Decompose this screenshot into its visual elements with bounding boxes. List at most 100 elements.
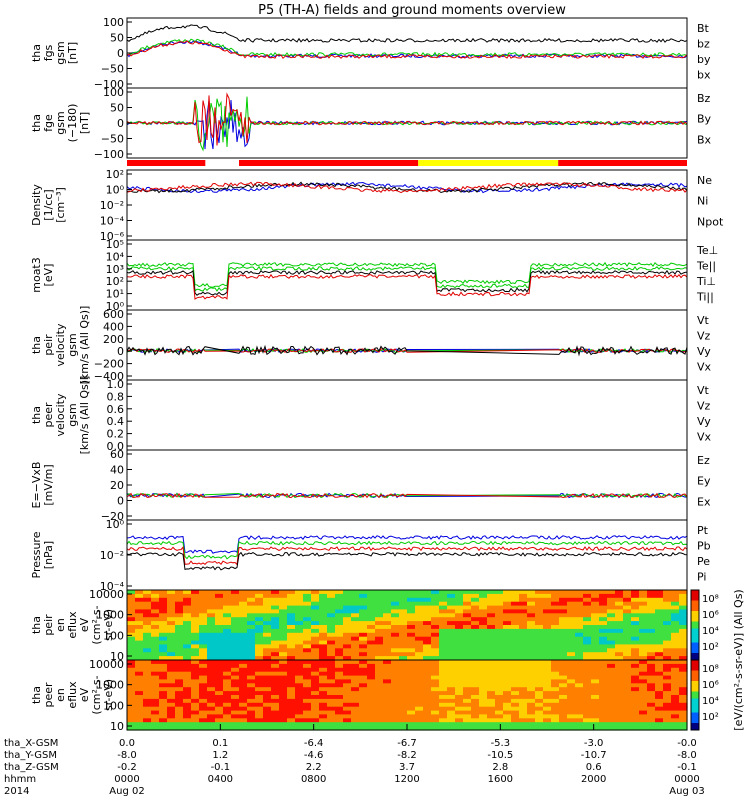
heatmap-cell <box>527 714 536 719</box>
heatmap-cell <box>255 609 264 614</box>
heatmap-cell <box>343 663 352 669</box>
heatmap-cell <box>551 718 560 723</box>
heatmap-cell <box>311 601 320 607</box>
heatmap-cell <box>303 660 312 665</box>
heatmap-cell <box>439 656 448 661</box>
heatmap-cell <box>295 706 304 712</box>
heatmap-cell <box>263 671 272 677</box>
heatmap-cell <box>439 597 448 603</box>
heatmap-cell <box>559 691 568 696</box>
heatmap-cell <box>639 698 648 704</box>
heatmap-cell <box>655 605 664 611</box>
heatmap-cell <box>479 687 488 692</box>
heatmap-cell <box>239 590 248 595</box>
heatmap-cell <box>383 698 392 704</box>
heatmap-cell <box>231 718 240 723</box>
heatmap-cell <box>207 609 216 614</box>
heatmap-cell <box>359 675 368 681</box>
heatmap-cell <box>431 632 440 638</box>
heatmap-cell <box>239 597 248 603</box>
heatmap-cell <box>487 683 496 688</box>
heatmap-cell <box>335 663 344 669</box>
heatmap-cell <box>479 605 488 611</box>
heatmap-cell <box>263 617 272 622</box>
heatmap-cell <box>623 714 632 719</box>
heatmap-cell <box>207 663 216 669</box>
heatmap-cell <box>519 590 528 595</box>
heatmap-cell <box>615 601 624 607</box>
heatmap-cell <box>183 663 192 669</box>
heatmap-cell <box>423 632 432 638</box>
heatmap-cell <box>527 644 536 649</box>
heatmap-cell <box>223 675 232 681</box>
heatmap-cell <box>359 590 368 595</box>
heatmap-cell <box>335 710 344 716</box>
heatmap-cell <box>591 714 600 719</box>
heatmap-cell <box>135 663 144 669</box>
heatmap-cell <box>223 652 232 657</box>
time-row-label: hhmm <box>4 774 36 785</box>
heatmap-cell <box>271 625 280 630</box>
heatmap-cell <box>455 609 464 614</box>
heatmap-cell <box>663 706 672 712</box>
heatmap-cell <box>551 675 560 681</box>
heatmap-cell <box>647 667 656 673</box>
heatmap-cell <box>391 656 400 661</box>
heatmap-cell <box>359 687 368 692</box>
heatmap-cell <box>567 695 576 700</box>
heatmap-cell <box>591 640 600 646</box>
heatmap-cell <box>487 609 496 614</box>
heatmap-cell <box>343 652 352 657</box>
heatmap-cell <box>183 656 192 661</box>
heatmap-cell <box>447 628 456 634</box>
heatmap-cell <box>143 601 152 607</box>
heatmap-cell <box>343 691 352 696</box>
heatmap-cell <box>311 640 320 646</box>
heatmap-cell <box>479 601 488 607</box>
heatmap-cell <box>311 621 320 626</box>
heatmap-cell <box>583 667 592 673</box>
heatmap-cell <box>575 683 584 688</box>
heatmap-cell <box>383 663 392 669</box>
heatmap-cell <box>199 652 208 657</box>
heatmap-cell <box>263 710 272 716</box>
heatmap-cell <box>255 640 264 646</box>
heatmap-cell <box>271 675 280 681</box>
heatmap-cell <box>583 605 592 611</box>
heatmap-cell <box>479 691 488 696</box>
heatmap-cell <box>615 640 624 646</box>
heatmap-cell <box>343 632 352 638</box>
heatmap-cell <box>471 722 480 727</box>
heatmap-cell <box>231 714 240 719</box>
heatmap-cell <box>431 675 440 681</box>
heatmap-cell <box>575 691 584 696</box>
heatmap-cell <box>407 695 416 700</box>
heatmap-cell <box>607 718 616 723</box>
heatmap-cell <box>679 621 688 626</box>
heatmap-cell <box>495 695 504 700</box>
heatmap-cell <box>343 601 352 607</box>
heatmap-cell <box>663 593 672 599</box>
ephemeris-value: -0.0 <box>677 738 697 749</box>
heatmap-cell <box>463 710 472 716</box>
heatmap-cell <box>399 625 408 630</box>
y-tick-label: 10⁰ <box>106 300 125 313</box>
heatmap-cell <box>455 590 464 595</box>
heatmap-cell <box>615 605 624 611</box>
heatmap-cell <box>551 660 560 665</box>
legend-Vt: Vt <box>697 314 710 327</box>
y-label-line: moat3 <box>30 257 43 293</box>
heatmap-cell <box>495 656 504 661</box>
heatmap-cell <box>655 687 664 692</box>
heatmap-cell <box>207 605 216 611</box>
heatmap-cell <box>671 718 680 723</box>
heatmap-cell <box>391 590 400 595</box>
heatmap-cell <box>271 671 280 677</box>
heatmap-cell <box>287 609 296 614</box>
heatmap-cell <box>319 652 328 657</box>
heatmap-cell <box>407 652 416 657</box>
y-label-line: [km/s (All Qs)] <box>78 306 91 385</box>
heatmap-cell <box>495 593 504 599</box>
heatmap-cell <box>647 617 656 622</box>
